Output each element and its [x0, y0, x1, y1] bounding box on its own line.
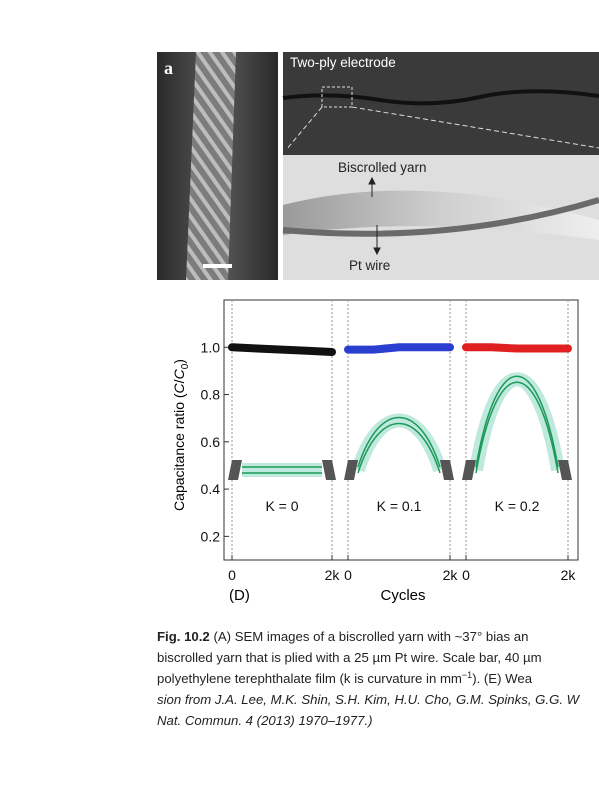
electrode-line: [282, 89, 599, 106]
clamp: [462, 460, 476, 480]
x-tick-label: 2k: [561, 567, 577, 583]
clamp: [558, 460, 572, 480]
inset-wire: [282, 197, 599, 237]
strain-diagram-line: [475, 381, 559, 474]
scale-bar: [203, 264, 232, 268]
y-axis-label-part: ): [171, 359, 187, 364]
image-label: Pt wire: [349, 258, 390, 273]
caption-text: polyethylene terephthalate film (k is cu…: [157, 671, 462, 686]
y-tick-label: 0.6: [201, 434, 221, 450]
curvature-label: K = 0.1: [377, 498, 422, 514]
caption-text: ). (E) Wea: [472, 671, 533, 686]
plot-frame: [223, 299, 579, 561]
caption: Fig. 10.2 (A) SEM images of a biscrolled…: [157, 629, 581, 728]
y-axis-label-part: C: [171, 368, 187, 379]
caption-text: (A) SEM images of a biscrolled yarn with…: [213, 629, 528, 644]
clamp: [440, 460, 454, 480]
x-axis-label: Cycles: [380, 587, 425, 604]
caption-label: Fig. 10.2: [157, 629, 210, 644]
strain-diagram-line: [357, 422, 441, 474]
yarn-image: [186, 52, 236, 280]
y-axis-label-part: /: [171, 379, 187, 383]
image-label: Biscrolled yarn: [338, 160, 427, 175]
caption-line: Fig. 10.2 (A) SEM images of a biscrolled…: [157, 629, 528, 644]
y-tick-label: 1.0: [201, 339, 221, 355]
curvature-label: K = 0.2: [495, 498, 540, 514]
sem-images: a Two-ply electrode Biscrolled yarn Pt w…: [157, 52, 599, 280]
clamp: [344, 460, 358, 480]
image-title: Two-ply electrode: [290, 55, 396, 70]
data-line: [228, 343, 336, 356]
clamp: [322, 460, 336, 480]
x-tick-label: 0: [462, 567, 470, 583]
clamp: [228, 460, 242, 480]
caption-line: Nat. Commun. 4 (2013) 1970–1977.): [157, 713, 373, 728]
caption-sup: −1: [462, 670, 472, 680]
y-tick-label: 0.8: [201, 387, 221, 403]
panel-label: (D): [229, 587, 250, 604]
x-tick-label: 0: [228, 567, 236, 583]
data-line: [344, 343, 454, 354]
panel-label: a: [164, 58, 173, 78]
x-tick-label: 2k: [443, 567, 459, 583]
y-axis-label-part: Capacitance ratio (: [171, 393, 187, 511]
y-axis-label-part: 0: [180, 363, 191, 369]
y-tick-label: 0.4: [201, 481, 221, 497]
caption-line: sion from J.A. Lee, M.K. Shin, S.H. Kim,…: [157, 692, 581, 707]
curvature-label: K = 0: [265, 498, 298, 514]
caption-line: polyethylene terephthalate film (k is cu…: [157, 670, 533, 686]
y-tick-label: 0.2: [201, 528, 221, 544]
y-axis-label-part: C: [171, 382, 187, 393]
strain-diagram-line: [475, 375, 559, 468]
inset-yarn: [283, 190, 599, 240]
inset-arrows: [368, 176, 381, 256]
zoom-box: [321, 86, 353, 108]
zoom-lines: [285, 106, 599, 151]
x-tick-label: 2k: [325, 567, 341, 583]
strain-diagram-band: [351, 413, 447, 473]
x-tick-label: 0: [344, 567, 352, 583]
y-axis-label: Capacitance ratio (C/C0): [171, 359, 191, 511]
strain-diagram-band: [469, 372, 565, 472]
data-line: [462, 343, 572, 353]
caption-line: biscrolled yarn that is plied with a 25 …: [157, 650, 542, 665]
strain-diagram-line: [357, 416, 441, 468]
